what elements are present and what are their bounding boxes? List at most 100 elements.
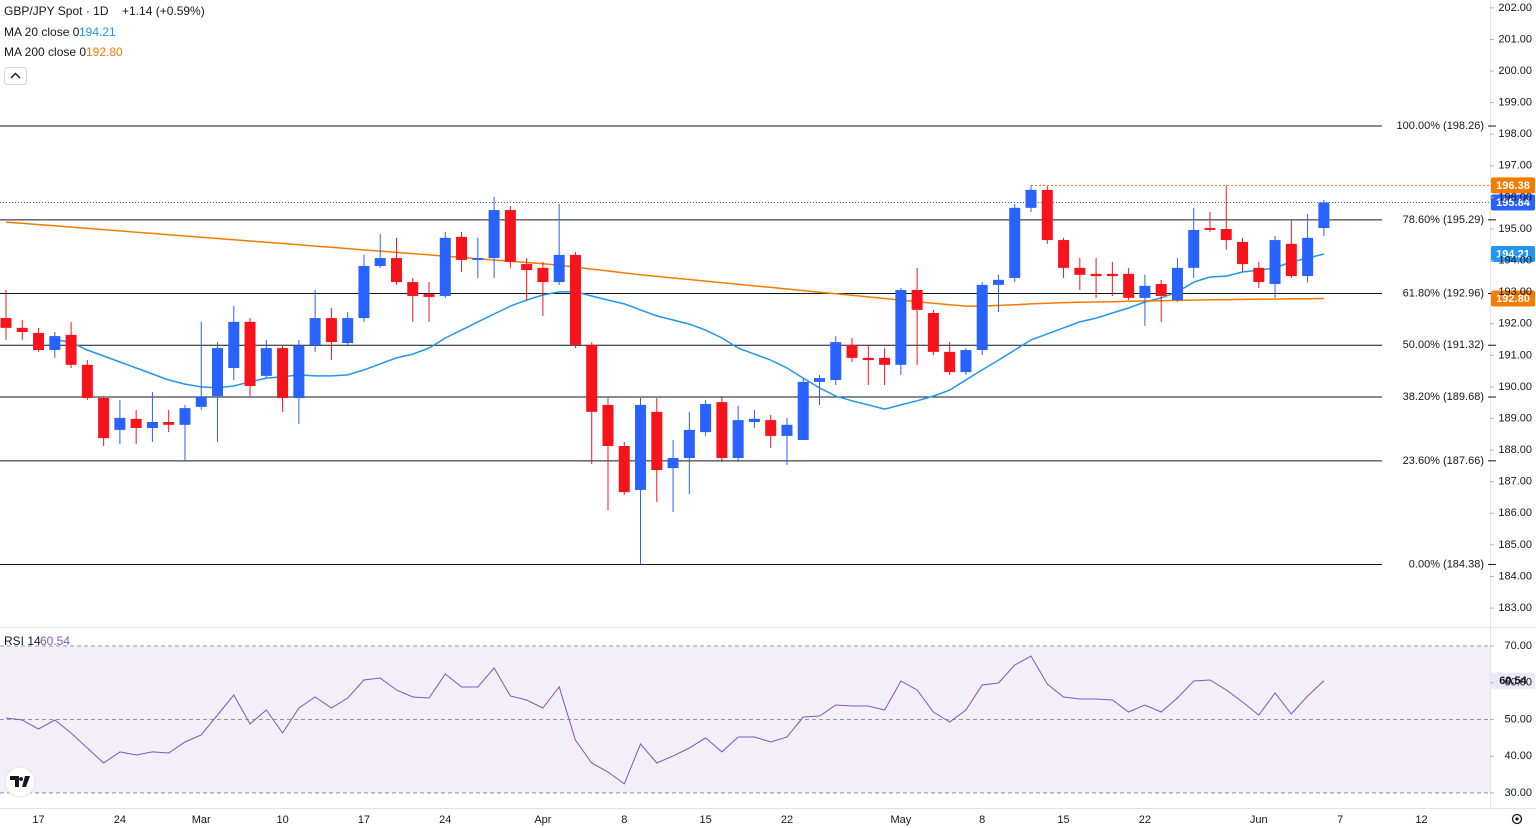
y-tick-label: 187.00 — [1498, 476, 1532, 488]
candle-body — [228, 321, 240, 368]
candle-body — [407, 282, 419, 296]
x-tick-label: 24 — [439, 814, 451, 826]
candle-body — [293, 345, 305, 398]
y-tick-label: 198.00 — [1498, 128, 1532, 140]
price-change: +1.14 (+0.59%) — [122, 4, 205, 18]
x-tick-label: 12 — [1415, 814, 1427, 826]
y-tick-label: 191.00 — [1498, 349, 1532, 361]
candle-body — [244, 321, 256, 386]
price-tag-label: 196.38 — [1496, 180, 1530, 192]
candle-body — [260, 348, 272, 376]
candle-body — [114, 417, 126, 430]
candle-body — [1139, 285, 1151, 298]
fib-label: 0.00% (184.38) — [1409, 558, 1484, 570]
ma20-legend: MA 20 close 0 — [4, 25, 80, 39]
candle-body — [830, 342, 842, 380]
candle-body — [0, 318, 12, 328]
candle-body — [1041, 189, 1053, 241]
candle-body — [1106, 273, 1118, 277]
price-tag-label: 194.21 — [1496, 248, 1530, 260]
candle-body — [1204, 228, 1216, 230]
fib-label: 50.00% (191.32) — [1403, 339, 1484, 351]
candle-body — [797, 381, 809, 441]
x-tick-label: 7 — [1337, 814, 1343, 826]
candle-body — [212, 348, 224, 397]
candle-body — [732, 420, 744, 459]
y-tick-label: 199.00 — [1498, 97, 1532, 109]
candle-body — [1123, 273, 1135, 298]
candle-body — [33, 332, 45, 350]
y-tick-label: 196.00 — [1498, 191, 1532, 203]
x-tick-label: Apr — [534, 814, 551, 826]
candle-body — [342, 318, 354, 344]
candle-body — [146, 422, 158, 429]
candle-body — [862, 357, 874, 361]
candle-body — [667, 458, 679, 469]
candle-body — [537, 267, 549, 283]
x-tick-label: Mar — [192, 814, 211, 826]
candle-body — [1237, 241, 1249, 265]
x-tick-label: 17 — [32, 814, 44, 826]
candle-body — [553, 254, 565, 283]
ma200-value: 192.80 — [86, 45, 123, 59]
candle-body — [472, 258, 484, 260]
line-series — [54, 253, 1325, 410]
price-tag-label: 195.84 — [1496, 197, 1531, 209]
candle-body — [651, 411, 663, 471]
candle-body — [765, 420, 777, 436]
y-tick-label: 201.00 — [1498, 33, 1532, 45]
candle-body — [976, 284, 988, 350]
collapse-button[interactable] — [4, 67, 27, 85]
fib-label: 23.60% (187.66) — [1403, 455, 1484, 467]
candle-body — [1269, 240, 1281, 284]
candle-body — [911, 289, 923, 310]
candle-body — [1285, 243, 1297, 277]
candle-body — [439, 237, 451, 296]
y-tick-label: 40.00 — [1504, 750, 1532, 762]
price-tag — [1491, 194, 1535, 211]
x-tick-label: 8 — [621, 814, 627, 826]
candle-body — [325, 318, 337, 343]
price-tag — [1491, 177, 1535, 194]
candle-body — [748, 418, 760, 423]
y-tick-label: 195.00 — [1498, 223, 1532, 235]
candle-body — [1318, 202, 1330, 229]
x-tick-label: 8 — [979, 814, 985, 826]
candle-body — [49, 336, 61, 350]
candle-body — [179, 408, 191, 425]
fib-label: 38.20% (189.68) — [1403, 391, 1484, 403]
candle-body — [130, 418, 142, 429]
y-tick-label: 188.00 — [1498, 444, 1532, 456]
candle-body — [635, 404, 647, 490]
candle-body — [602, 404, 614, 447]
candle-body — [488, 210, 500, 259]
rsi-legend: RSI 14 — [4, 634, 41, 648]
settings-icon[interactable] — [1511, 813, 1523, 825]
line-series — [5, 221, 1324, 307]
candle-body — [1090, 273, 1102, 277]
tv-logo[interactable] — [4, 766, 36, 798]
x-tick-label: Jun — [1250, 814, 1268, 826]
candle-body — [309, 318, 321, 345]
y-tick-label: 202.00 — [1498, 2, 1532, 14]
candle-body — [277, 348, 289, 398]
y-tick-label: 190.00 — [1498, 381, 1532, 393]
candle-body — [16, 327, 28, 332]
candle-body — [1253, 267, 1265, 283]
y-tick-label: 185.00 — [1498, 539, 1532, 551]
x-tick-label: 24 — [114, 814, 126, 826]
price-tag — [1491, 290, 1535, 307]
candle-body — [716, 402, 728, 459]
candle-body — [586, 344, 598, 412]
candle-body — [683, 429, 695, 459]
candle-body — [895, 289, 907, 365]
candle-body — [358, 265, 370, 319]
candle-body — [1302, 237, 1314, 277]
candle-body — [1058, 240, 1070, 268]
price-tag-label: 60.54 — [1499, 675, 1527, 687]
candle-body — [374, 258, 386, 266]
candle-body — [521, 264, 533, 271]
candle-body — [569, 254, 581, 345]
candle-body — [195, 397, 207, 407]
y-tick-label: 197.00 — [1498, 160, 1532, 172]
